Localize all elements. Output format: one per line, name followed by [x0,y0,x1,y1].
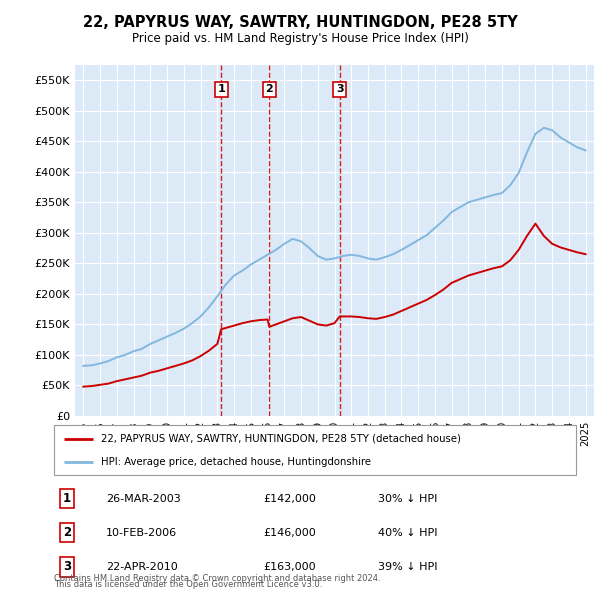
Text: 39% ↓ HPI: 39% ↓ HPI [377,562,437,572]
Text: 3: 3 [336,84,344,94]
Text: 22-APR-2010: 22-APR-2010 [106,562,178,572]
FancyBboxPatch shape [54,425,576,475]
Text: 40% ↓ HPI: 40% ↓ HPI [377,527,437,537]
Text: 26-MAR-2003: 26-MAR-2003 [106,494,181,503]
Text: 3: 3 [63,560,71,573]
Text: 2: 2 [63,526,71,539]
Text: 10-FEB-2006: 10-FEB-2006 [106,527,178,537]
Text: Contains HM Land Registry data © Crown copyright and database right 2024.: Contains HM Land Registry data © Crown c… [54,574,380,583]
Text: £146,000: £146,000 [263,527,316,537]
Text: £163,000: £163,000 [263,562,316,572]
Text: HPI: Average price, detached house, Huntingdonshire: HPI: Average price, detached house, Hunt… [101,457,371,467]
Text: 22, PAPYRUS WAY, SAWTRY, HUNTINGDON, PE28 5TY (detached house): 22, PAPYRUS WAY, SAWTRY, HUNTINGDON, PE2… [101,434,461,444]
Text: 22, PAPYRUS WAY, SAWTRY, HUNTINGDON, PE28 5TY: 22, PAPYRUS WAY, SAWTRY, HUNTINGDON, PE2… [83,15,517,30]
Text: This data is licensed under the Open Government Licence v3.0.: This data is licensed under the Open Gov… [54,581,322,589]
Text: 1: 1 [63,492,71,505]
Text: £142,000: £142,000 [263,494,316,503]
Text: 30% ↓ HPI: 30% ↓ HPI [377,494,437,503]
Text: 1: 1 [217,84,225,94]
Text: Price paid vs. HM Land Registry's House Price Index (HPI): Price paid vs. HM Land Registry's House … [131,32,469,45]
Text: 2: 2 [265,84,273,94]
